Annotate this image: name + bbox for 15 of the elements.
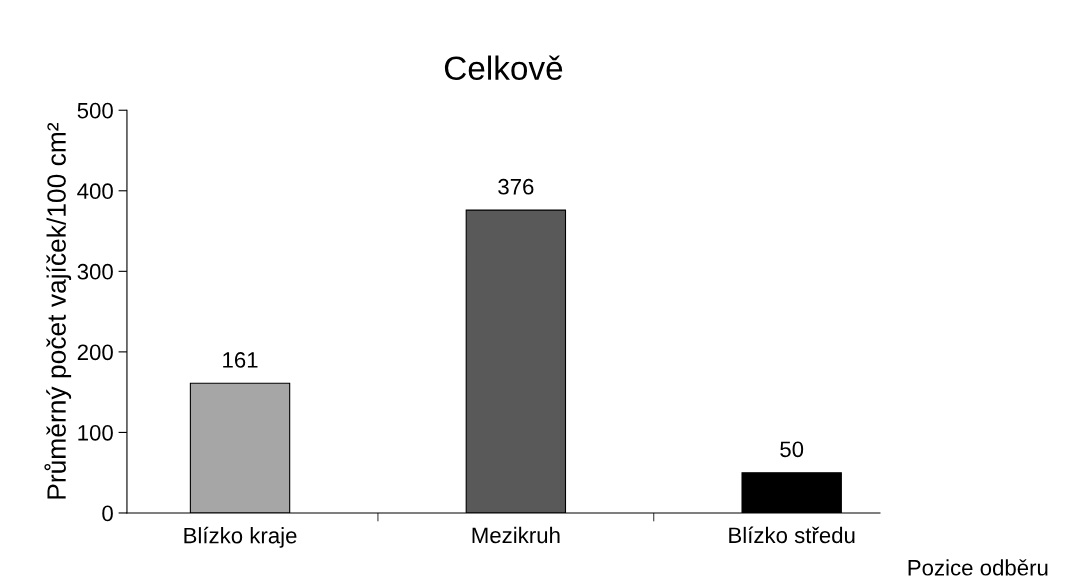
y-tick-label: 400	[77, 183, 113, 200]
y-tick-label: 100	[78, 424, 113, 441]
data-label: 161	[223, 352, 258, 368]
data-label: 376	[498, 178, 534, 195]
x-tick-label: Blízko středu	[729, 526, 855, 544]
x-tick-label: Mezikruh	[472, 526, 560, 544]
chart-title: Celkově	[444, 55, 563, 80]
x-tick-label: Blízko kraje	[184, 526, 297, 548]
x-axis-title: Pozice odběru	[908, 559, 1048, 576]
y-tick-label: 0	[102, 505, 113, 522]
data-label: 50	[780, 441, 804, 458]
y-axis-title: Průměrný počet vajíček/100 cm²	[44, 122, 72, 499]
y-tick-label: 200	[77, 344, 113, 361]
y-tick-label: 300	[77, 263, 113, 280]
y-tick-label: 500	[77, 102, 113, 119]
